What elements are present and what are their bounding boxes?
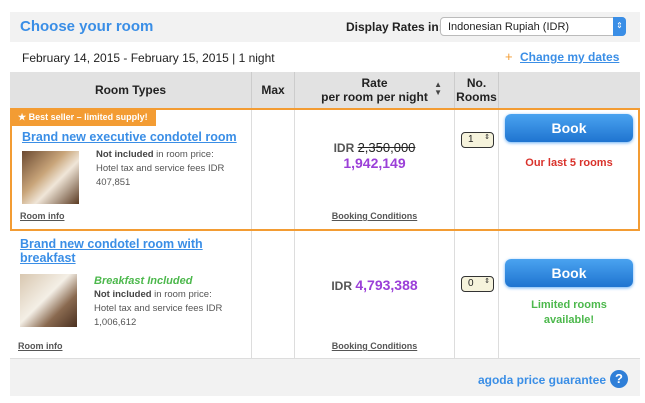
sort-icon[interactable]: ▲ ▼: [434, 80, 442, 97]
help-icon[interactable]: ?: [610, 370, 628, 388]
select-arrows-icon: ⇕: [613, 17, 626, 36]
room-photo[interactable]: [20, 274, 77, 327]
qty-cell: 1 ⇕: [455, 110, 499, 229]
book-button[interactable]: Book: [505, 114, 633, 142]
rate-label: Rate: [361, 76, 388, 90]
breakfast-included: Breakfast Included: [94, 275, 193, 287]
book-button[interactable]: Book: [505, 259, 633, 287]
rate-sublabel: per room per night: [321, 90, 428, 104]
room-info-link[interactable]: Room info: [20, 211, 65, 221]
room-qty-select[interactable]: 1 ⇕: [461, 132, 494, 148]
room-name-link[interactable]: Brand new executive condotel room: [22, 130, 237, 144]
max-cell: [252, 231, 295, 358]
availability-text: Our last 5 rooms: [525, 157, 613, 169]
badge-text: Best seller – limited supply!: [28, 112, 148, 122]
currency-code: IDR: [331, 279, 353, 293]
price-note: Not included in room price: Hotel tax an…: [96, 149, 225, 188]
room-type-cell: Brand new condotel room with breakfast B…: [10, 231, 252, 358]
availability-text: Limited rooms available!: [531, 299, 607, 326]
room-type-cell: ★ Best seller – limited supply! Brand ne…: [12, 110, 252, 229]
rate-cell: IDR 4,793,388 Booking Conditions: [295, 231, 455, 358]
col-room-types: Room Types: [10, 72, 252, 108]
rooms-sublabel: Rooms: [456, 90, 497, 104]
display-rates-label: Display Rates in:: [346, 20, 443, 34]
currency-select[interactable]: Indonesian Rupiah (IDR) ⇕: [440, 17, 626, 36]
date-range: February 14, 2015 - February 15, 2015 | …: [22, 51, 275, 65]
best-seller-badge: ★ Best seller – limited supply!: [12, 110, 156, 126]
room-name-link[interactable]: Brand new condotel room with breakfast: [20, 237, 203, 265]
rooms-label: No.: [466, 76, 487, 90]
old-price: 2,350,000: [357, 140, 416, 155]
stepper-icon: ⇕: [484, 134, 490, 141]
booking-conditions-link[interactable]: Booking Conditions: [331, 341, 418, 351]
change-dates-link[interactable]: Change my dates: [520, 50, 620, 64]
col-rate[interactable]: Rate per room per night ▲ ▼: [295, 72, 455, 108]
room-selection-panel: Choose your room Display Rates in: Indon…: [10, 12, 640, 396]
room-photo[interactable]: [22, 151, 79, 204]
booking-conditions-link[interactable]: Booking Conditions: [331, 211, 418, 221]
room-row: ★ Best seller – limited supply! Brand ne…: [10, 108, 640, 231]
price-note: Not included in room price: Hotel tax an…: [94, 289, 223, 328]
max-cell: [252, 110, 295, 229]
room-qty-select[interactable]: 0 ⇕: [461, 276, 494, 292]
page-title: Choose your room: [20, 18, 154, 35]
book-cell: Book Our last 5 rooms: [499, 110, 640, 229]
price-guarantee-link[interactable]: agoda price guarantee: [477, 373, 606, 387]
room-row: Brand new condotel room with breakfast B…: [10, 231, 640, 359]
col-max: Max: [252, 72, 295, 108]
currency-code: IDR: [333, 141, 355, 155]
currency-value: Indonesian Rupiah (IDR): [448, 21, 570, 33]
price: 1,942,149: [343, 155, 406, 171]
table-header: Room Types Max Rate per room per night ▲ ▼ …: [10, 72, 640, 108]
col-rooms: No. Rooms: [455, 72, 499, 108]
price: 4,793,388: [355, 277, 418, 293]
date-row: February 14, 2015 - February 15, 2015 | …: [10, 42, 640, 72]
room-info-link[interactable]: Room info: [18, 341, 63, 351]
stepper-icon: ⇕: [484, 278, 490, 285]
plus-icon: +: [505, 49, 513, 64]
qty-cell: 0 ⇕: [455, 231, 499, 358]
book-cell: Book Limited rooms available!: [499, 231, 640, 358]
rate-cell: IDR 2,350,000 1,942,149 Booking Conditio…: [295, 110, 455, 229]
